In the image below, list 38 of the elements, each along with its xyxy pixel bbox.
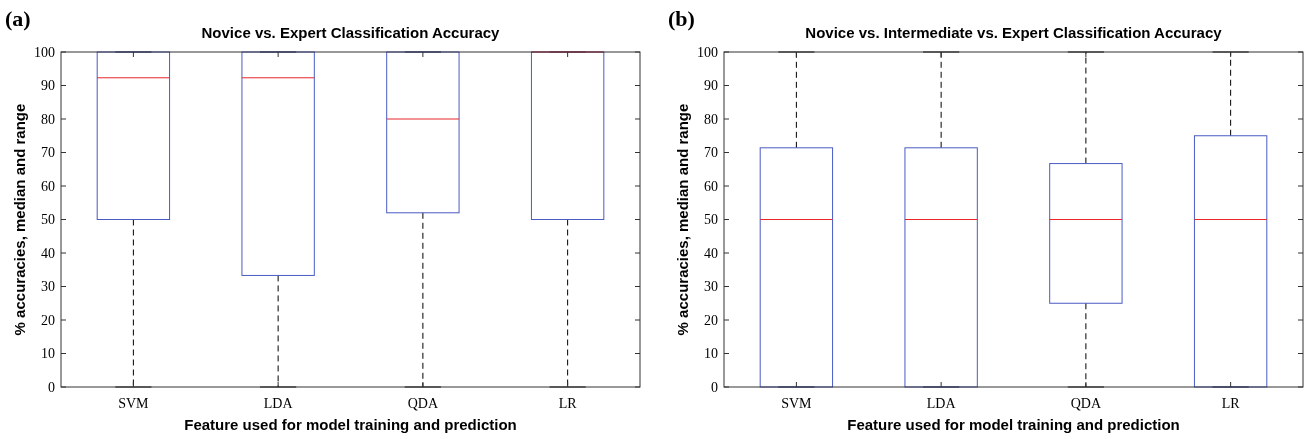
chart-title: Novice vs. Intermediate vs. Expert Classification Accuracy [805,24,1223,41]
y-tick-label: 70 [704,145,718,161]
y-tick-label: 80 [41,111,55,127]
y-tick-label: 0 [48,379,55,395]
y-tick-label: 10 [41,346,55,362]
y-tick-label: 30 [704,279,718,295]
x-tick-label: QDA [407,396,439,411]
y-tick-label: 20 [704,312,718,328]
y-tick-label: 90 [41,78,55,94]
y-tick-label: 50 [704,212,718,228]
y-tick-label: 80 [704,111,718,127]
y-tick-label: 40 [704,245,718,261]
x-tick-label: LDA [263,396,294,411]
y-tick-label: 50 [41,212,55,228]
y-tick-label: 40 [41,245,55,261]
x-tick-label: SVM [781,396,813,411]
chart-title: Novice vs. Expert Classification Accuracy [201,24,501,41]
x-axis-title: Feature used for model training and prediction [847,416,1180,433]
x-tick-label: QDA [1070,396,1102,411]
y-tick-label: 10 [704,346,718,362]
y-tick-label: 0 [711,379,718,395]
y-tick-label: 30 [41,279,55,295]
y-tick-label: 60 [41,178,55,194]
x-tick-label: LDA [926,396,957,411]
y-axis-title: % accuracies, median and range [674,103,691,336]
text: (a) [5,6,31,31]
text: (b) [668,6,695,31]
x-tick-label: SVM [118,396,150,411]
y-tick-label: 70 [41,145,55,161]
y-axis-title: % accuracies, median and range [11,103,28,336]
y-tick-label: 60 [704,178,718,194]
x-axis-title: Feature used for model training and prediction [184,416,517,433]
y-tick-label: 100 [697,44,718,60]
x-tick-label: LR [1221,396,1241,411]
y-tick-label: 100 [34,44,55,60]
y-tick-label: 20 [41,312,55,328]
x-tick-label: LR [558,396,578,411]
y-tick-label: 90 [704,78,718,94]
